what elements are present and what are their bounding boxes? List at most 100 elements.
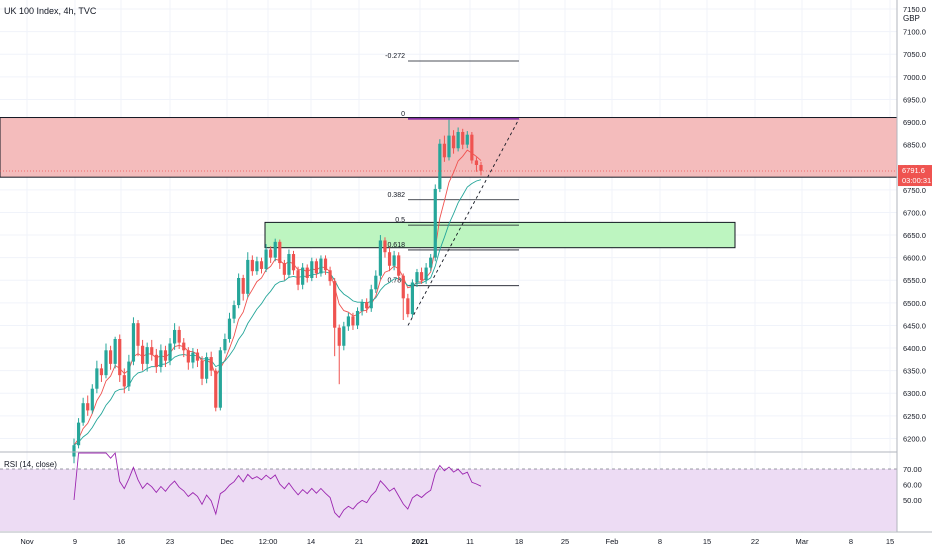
candle-body [278, 241, 282, 264]
candle-body [218, 350, 222, 408]
candle-body [200, 360, 204, 379]
candle-body [301, 267, 305, 285]
candle-body [319, 258, 323, 274]
trend-lines[interactable] [407, 118, 520, 326]
candle-body [355, 310, 360, 326]
candle-body [365, 301, 369, 309]
candle-body [474, 160, 479, 165]
fib-level-label: 0.786 [387, 278, 405, 285]
candle-body [195, 352, 200, 361]
candle-body [86, 403, 90, 411]
candle-body [154, 354, 158, 368]
rsi-tick-label: 70.00 [903, 465, 922, 474]
candle-body [337, 327, 341, 346]
last-price-tag [898, 165, 932, 187]
rsi-tick-label: 60.00 [903, 481, 922, 490]
candle-body [182, 342, 186, 351]
fib-level-label: 0 [401, 111, 405, 118]
rsi-pane[interactable]: 70.00 60.00 50.00 [0, 451, 922, 531]
candle-body [360, 301, 364, 311]
candle-body [173, 329, 177, 344]
time-tick-label: 23 [166, 537, 174, 546]
candle-body [287, 254, 291, 275]
candle-body [383, 240, 387, 253]
candle-body [159, 350, 163, 368]
time-tick-label: 2021 [412, 537, 429, 546]
time-tick-label: 14 [307, 537, 315, 546]
candle-body [291, 254, 296, 271]
price-tick-label: 7100.0 [903, 28, 926, 37]
candle-body [369, 289, 373, 309]
time-tick-label: 12:00 [259, 537, 278, 546]
candle-body [205, 357, 209, 379]
candle-body [479, 164, 483, 171]
candle-body [419, 272, 424, 281]
price-tick-label: 7150.0 [903, 5, 926, 14]
price-tick-label: 7050.0 [903, 50, 926, 59]
currency-label: GBP [903, 14, 920, 23]
candle-body [227, 318, 232, 339]
candle-body [314, 261, 318, 274]
price-tick-label: 6700.0 [903, 208, 926, 217]
price-tick-label: 6650.0 [903, 231, 926, 240]
price-tick-label: 6350.0 [903, 367, 926, 376]
candle-body [447, 135, 451, 158]
candle-body [461, 131, 465, 145]
countdown-value: 03:00:31 [902, 176, 931, 185]
candle-body [342, 326, 346, 346]
candle-body [241, 277, 245, 294]
candle-body [378, 240, 382, 276]
price-tick-label: 6600.0 [903, 254, 926, 263]
rsi-line [73, 451, 482, 519]
candle-body [246, 259, 250, 294]
candle-body [186, 350, 190, 363]
rsi-tick-label: 50.00 [903, 496, 922, 505]
candle-body [150, 347, 154, 355]
rsi-label: RSI (14, close) [4, 460, 57, 469]
price-tick-label: 6900.0 [903, 118, 926, 127]
candle-body [333, 281, 337, 328]
candle-body [95, 368, 99, 389]
candle-body [72, 445, 76, 457]
candle-body [104, 350, 108, 376]
price-tick-label: 6400.0 [903, 344, 926, 353]
candle-body [163, 350, 168, 361]
candle-body [214, 370, 218, 408]
candle-body [140, 345, 145, 364]
support-zone[interactable] [264, 221, 736, 249]
candle-body [264, 249, 268, 269]
price-tick-label: 6450.0 [903, 321, 926, 330]
candle-body [122, 375, 126, 387]
candle-body [401, 275, 405, 299]
candle-body [259, 261, 264, 269]
candle-body [433, 188, 437, 258]
price-tick-label: 6300.0 [903, 389, 926, 398]
candle-body [269, 249, 273, 258]
fib-level-label: -0.272 [385, 53, 405, 60]
candle-body [223, 339, 227, 351]
candle-body [131, 323, 136, 362]
candle-body [470, 134, 474, 161]
fib-level-label: 0.618 [387, 242, 405, 249]
candle-body [451, 135, 456, 149]
price-tick-label: 6500.0 [903, 299, 926, 308]
fib-level-label: 0.5 [395, 217, 405, 224]
candle-body [465, 134, 469, 145]
candle-body [410, 282, 415, 315]
candle-body [108, 350, 113, 364]
fib-level-label: 0.382 [387, 192, 405, 199]
candle-body [250, 259, 254, 272]
candle-body [168, 343, 172, 361]
candle-body [346, 316, 350, 327]
candle-body [282, 263, 286, 275]
time-tick-label: 8 [849, 537, 853, 546]
candle-body [81, 403, 85, 423]
candle-body [113, 339, 117, 364]
time-tick-label: 8 [658, 537, 662, 546]
candle-body [442, 143, 447, 158]
last-price-value: 6791.6 [902, 166, 925, 175]
time-tick-label: 18 [515, 537, 523, 546]
candle-body [255, 261, 259, 272]
